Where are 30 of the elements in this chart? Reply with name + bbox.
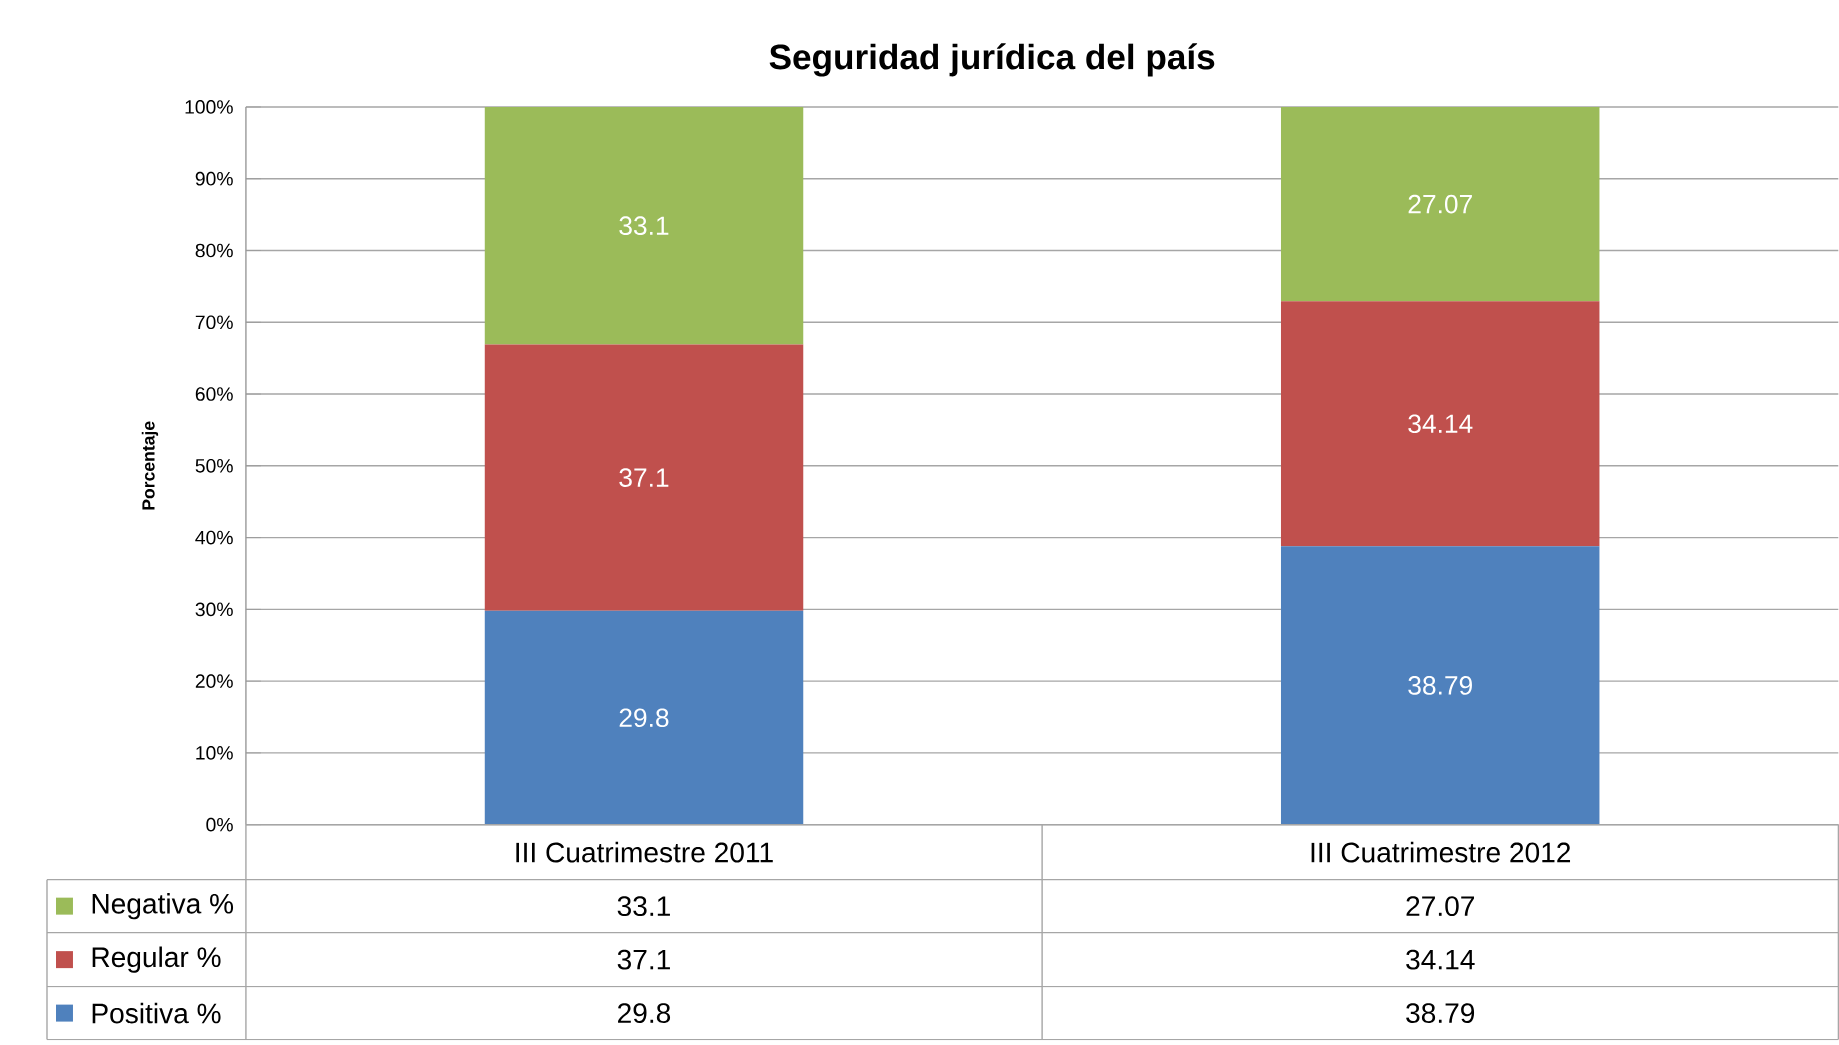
legend-label: Regular % bbox=[92, 946, 221, 973]
text: 33.1 bbox=[617, 896, 670, 917]
data-label: 34.14 bbox=[1408, 414, 1473, 434]
text: 38.79 bbox=[1406, 1003, 1475, 1024]
text: 37.1 bbox=[617, 949, 670, 970]
y-tick-label: 20% bbox=[195, 674, 233, 689]
data-label: 29.8 bbox=[619, 708, 669, 728]
x-tick-label: III Cuatrimestre 2012 bbox=[1311, 842, 1571, 863]
y-tick-label: 40% bbox=[195, 530, 233, 545]
text: 27.07 bbox=[1406, 896, 1475, 917]
data-label: 33.1 bbox=[619, 216, 669, 236]
legend-label: Positiva % bbox=[92, 1002, 221, 1024]
data-label: 37.1 bbox=[619, 468, 669, 488]
y-tick-label: 0% bbox=[206, 818, 233, 832]
y-tick-label: 70% bbox=[195, 315, 233, 330]
data-label: 38.79 bbox=[1408, 676, 1472, 695]
y-tick-label: 90% bbox=[195, 172, 233, 186]
text: 34.14 bbox=[1406, 949, 1475, 970]
x-tick-label: III Cuatrimestre 2011 bbox=[516, 842, 773, 863]
y-tick-label: 10% bbox=[196, 746, 233, 760]
data-label: 27.07 bbox=[1408, 194, 1472, 214]
text: 29.8 bbox=[618, 1003, 671, 1024]
y-tick-label: 50% bbox=[195, 459, 233, 473]
legend-label: Negativa % bbox=[92, 893, 234, 920]
y-axis-title: Porcentaje bbox=[141, 421, 159, 510]
y-tick-label: 60% bbox=[195, 387, 233, 402]
y-tick-label: 80% bbox=[195, 243, 233, 258]
chart-title: Seguridad jurídica del país bbox=[769, 43, 1215, 77]
y-tick-label: 100% bbox=[185, 100, 233, 114]
y-tick-label: 30% bbox=[195, 602, 233, 617]
